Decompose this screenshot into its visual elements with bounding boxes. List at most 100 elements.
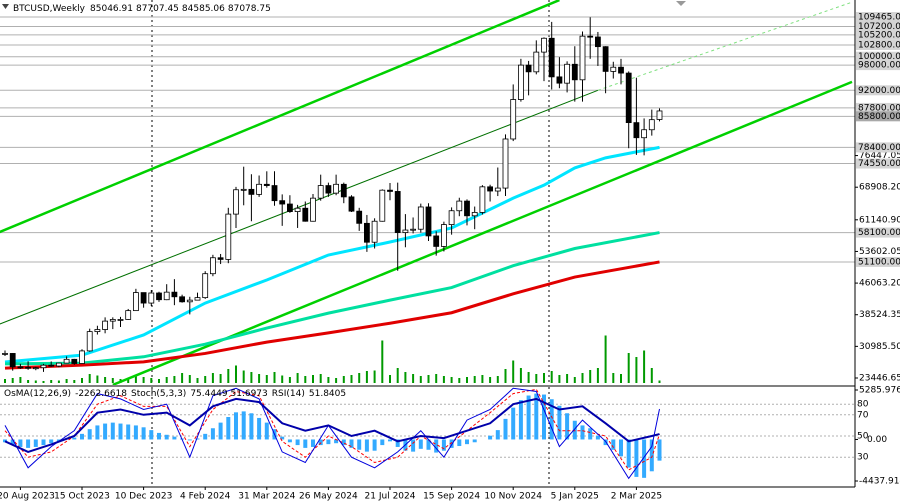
y-tick-label: 46063.20 <box>859 279 900 289</box>
y-tick-label: 76447.05 <box>859 151 900 161</box>
level-label: 98000.00 <box>858 61 900 71</box>
rsi-value: 51.8405 <box>309 389 346 399</box>
candle-body <box>225 213 232 260</box>
candle-body <box>525 64 532 73</box>
oscillator-tick-label: 30 <box>857 453 869 463</box>
oscillator-tick-label: 50 <box>857 432 869 442</box>
candle-body <box>256 183 263 195</box>
trendline <box>0 0 560 234</box>
candle-body <box>448 210 455 225</box>
candle-body <box>433 235 440 247</box>
high-value: 87707.45 <box>136 4 179 14</box>
candle-body <box>94 329 101 333</box>
level-box <box>856 21 900 32</box>
stoch-signal-value: 51.6973 <box>231 389 268 399</box>
trendline <box>112 80 853 385</box>
candle-body <box>333 183 340 194</box>
candle-body <box>548 37 555 78</box>
candle-body <box>163 291 170 301</box>
level-box <box>856 85 900 96</box>
moving-average <box>4 260 660 370</box>
candle-body <box>48 364 55 367</box>
low-value: 84585.06 <box>182 4 225 14</box>
stoch-main-value: 75.4449 <box>190 389 227 399</box>
candle-body <box>541 37 547 53</box>
level-label: 109465.00 <box>858 13 900 23</box>
x-tick-label: 26 May 2024 <box>299 492 358 502</box>
level-box <box>856 102 900 113</box>
candle-body <box>271 185 278 202</box>
osma-value: -2262.6618 <box>75 389 127 399</box>
x-tick-label: 2 Mar 2025 <box>611 492 662 502</box>
candle-body <box>556 76 563 84</box>
candle-body <box>417 206 424 230</box>
candle-body <box>310 197 316 222</box>
candle-body <box>233 189 239 215</box>
candle-body <box>579 35 586 81</box>
candle-body <box>479 186 486 213</box>
level-box <box>856 12 900 23</box>
osma-tick-label: 0.00 <box>867 435 887 445</box>
level-box <box>856 39 900 50</box>
level-box <box>856 158 900 169</box>
y-tick-label: 61140.90 <box>859 215 900 225</box>
candle-body <box>518 64 524 100</box>
level-label: 105200.00 <box>858 30 900 40</box>
candle-body <box>471 212 478 217</box>
candle-body <box>56 362 62 367</box>
level-box <box>856 142 900 153</box>
candle-body <box>648 119 655 131</box>
level-label: 58100.00 <box>858 228 900 238</box>
moving-average <box>4 231 660 366</box>
candle-body <box>156 292 162 301</box>
candle-body <box>86 331 93 352</box>
rsi-line <box>4 397 660 453</box>
candle-body <box>63 358 70 364</box>
candle-body <box>325 185 332 194</box>
level-label: 78400.00 <box>858 143 900 153</box>
level-box <box>856 256 900 267</box>
candle-body <box>402 229 409 233</box>
candle-body <box>502 138 509 189</box>
rsi-name: RSI(14) <box>272 389 305 399</box>
candle-body <box>379 189 386 222</box>
candle-body <box>240 188 247 191</box>
osma-tick-label: 5285.9769 <box>859 386 900 396</box>
trendline <box>597 1 853 91</box>
level-label: 85800.00 <box>858 112 900 122</box>
candle-body <box>279 200 286 205</box>
level-box <box>856 51 900 62</box>
close-value: 87078.75 <box>228 4 271 14</box>
candle-body <box>248 188 255 195</box>
candle-body <box>102 320 108 330</box>
level-label: 107200.00 <box>858 22 900 32</box>
level-label: 92000.00 <box>858 86 900 96</box>
osma-name: OsMA(12,26,9) <box>4 389 71 399</box>
candle-body <box>40 364 47 369</box>
candle-body <box>456 200 463 212</box>
candle-body <box>371 220 378 243</box>
candle-body <box>602 46 609 72</box>
candle-body <box>487 186 494 192</box>
candle-body <box>194 297 201 301</box>
candle-body <box>571 63 578 81</box>
menu-arrow[interactable] <box>2 4 9 9</box>
x-tick-label: 10 Dec 2023 <box>115 492 173 502</box>
candle-body <box>25 366 32 369</box>
level-box <box>856 60 900 71</box>
candle-body <box>186 299 193 303</box>
candle-body <box>294 207 301 212</box>
y-tick-label: 68908.20 <box>859 183 900 193</box>
candle-body <box>9 353 16 368</box>
candle-body <box>625 72 632 124</box>
candle-body <box>263 183 270 186</box>
candle-body <box>587 35 594 38</box>
candle-body <box>464 200 470 217</box>
candle-body <box>140 292 147 304</box>
candle-body <box>595 36 601 48</box>
candle-body <box>2 353 8 355</box>
oscillator-tick-label: 80 <box>857 400 869 410</box>
